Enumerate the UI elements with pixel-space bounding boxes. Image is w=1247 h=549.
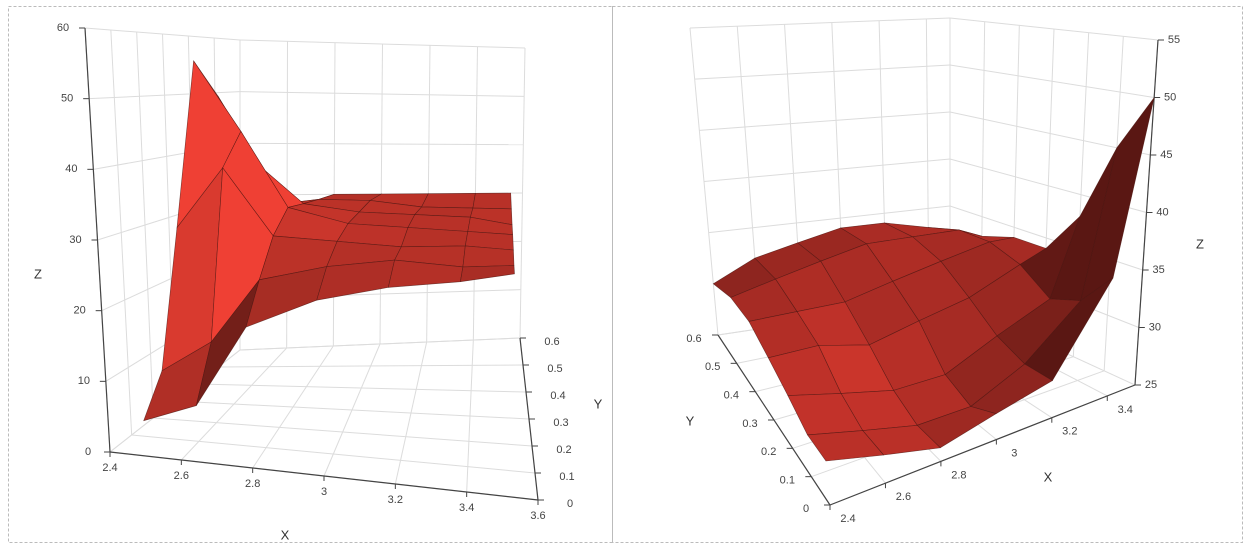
z-tick-label: 30 [69,234,81,246]
z-axis-title: Z [34,266,42,281]
z-tick-label: 20 [74,305,86,317]
x-axis-title: X [281,527,290,542]
x-tick-label: 3 [321,486,327,498]
x-tick-label: 2.4 [102,462,117,474]
surface-cell [421,192,476,209]
y-axis-title: Y [686,413,695,428]
y-tick-label: 0.5 [705,361,720,373]
x-tick-label: 3.4 [459,502,474,514]
x-tick-label: 3.4 [1118,404,1133,416]
panel-right [612,6,1243,543]
y-tick-label: 0.4 [550,390,565,402]
x-tick-label: 2.4 [840,513,855,525]
x-axis-title: X [1044,469,1053,484]
y-tick-label: 0.4 [724,390,739,402]
x-tick-label: 2.8 [951,469,966,481]
y-tick-label: 0.6 [544,336,559,348]
x-axis [829,384,1136,506]
grid-line [699,111,951,131]
y-tick-label: 0.2 [556,444,571,456]
z-tick-label: 55 [1168,34,1180,46]
z-tick-label: 60 [57,22,69,34]
grid-line [110,29,133,436]
grid-line [519,47,526,339]
z-axis-title: Z [1196,236,1204,251]
y-tick-label: 0 [567,498,573,510]
y-tick-label: 0.1 [780,475,795,487]
grid-line [689,27,719,336]
x-tick-label: 2.6 [896,491,911,503]
surface-cell [806,430,885,462]
y-tick-label: 0 [803,503,809,515]
z-tick-label: 0 [85,446,91,458]
x-tick-label: 3 [1011,447,1017,459]
y-tick-label: 0.6 [686,333,701,345]
grid-line [131,434,536,474]
y-tick-label: 0.2 [761,446,776,458]
z-tick-label: 25 [1145,379,1157,391]
grid-line [703,158,951,182]
z-tick-label: 30 [1149,321,1161,333]
grid-line [196,383,527,393]
surface-cell [460,265,515,283]
z-tick-label: 40 [65,163,77,175]
z-tick-label: 50 [1164,91,1176,103]
y-tick-label: 0.3 [553,417,568,429]
y-tick-label: 0.5 [547,363,562,375]
x-tick-label: 3.6 [530,510,545,522]
panel-left [8,6,613,543]
grid-line [694,64,951,80]
x-tick-label: 2.6 [174,470,189,482]
grid-line [174,400,530,420]
x-tick-label: 3.2 [1062,426,1077,438]
z-tick-label: 10 [78,375,90,387]
grid-line [708,205,951,234]
z-tick-label: 50 [61,93,73,105]
z-tick-label: 45 [1160,149,1172,161]
z-tick-label: 40 [1156,206,1168,218]
z-tick-label: 35 [1153,264,1165,276]
y-tick-label: 0.1 [559,471,574,483]
grid-line [153,417,533,447]
surface-cell [472,192,512,210]
y-axis-title: Y [594,396,603,411]
grid-line [136,31,154,419]
y-tick-label: 0.3 [742,418,757,430]
grid-line [218,364,524,368]
grid-line [689,17,951,29]
x-tick-label: 2.8 [245,478,260,490]
x-tick-label: 3.2 [388,494,403,506]
